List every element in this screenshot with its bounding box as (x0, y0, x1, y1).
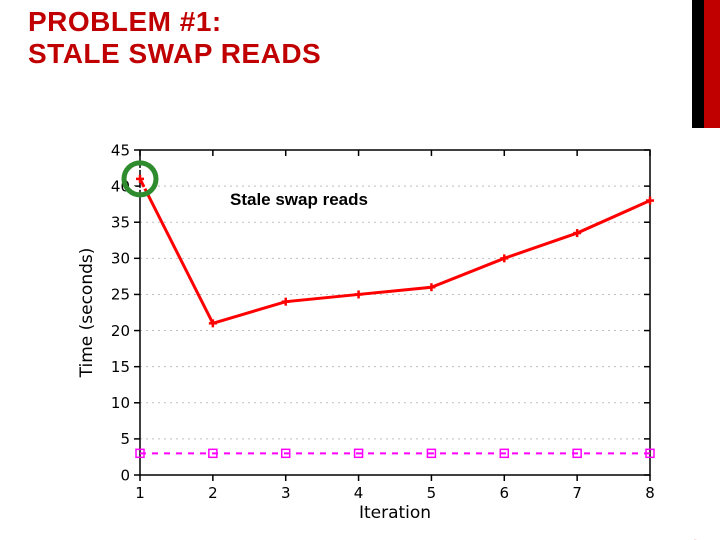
ytick-label: 15 (111, 358, 130, 376)
xtick-label: 5 (427, 484, 437, 502)
xtick-label: 2 (208, 484, 218, 502)
chart-svg: 12345678051015202530354045IterationTime … (70, 130, 670, 530)
ytick-label: 35 (111, 213, 130, 231)
ytick-label: 10 (111, 394, 130, 412)
ytick-label: 30 (111, 250, 130, 268)
xtick-label: 4 (354, 484, 364, 502)
annotation-stale-swap-reads: Stale swap reads (230, 190, 368, 210)
plot-bg (70, 130, 670, 530)
title-line-1: PROBLEM #1: (28, 6, 321, 38)
ytick-label: 20 (111, 322, 130, 340)
ytick-label: 25 (111, 286, 130, 304)
ylabel: Time (seconds) (77, 248, 97, 379)
slide: PROBLEM #1: STALE SWAP READS 12345678051… (0, 0, 720, 540)
xlabel: Iteration (359, 503, 431, 523)
xtick-label: 8 (645, 484, 655, 502)
accent-bar-black (692, 0, 704, 128)
xtick-label: 7 (572, 484, 582, 502)
ytick-label: 5 (120, 430, 130, 448)
title-line-2: STALE SWAP READS (28, 38, 321, 70)
ytick-label: 45 (111, 141, 130, 159)
accent-bar-red (704, 0, 720, 128)
xtick-label: 6 (500, 484, 510, 502)
ytick-label: 0 (120, 466, 130, 484)
chart: 12345678051015202530354045IterationTime … (70, 130, 670, 530)
slide-title: PROBLEM #1: STALE SWAP READS (28, 6, 321, 70)
xtick-label: 1 (135, 484, 145, 502)
xtick-label: 3 (281, 484, 291, 502)
